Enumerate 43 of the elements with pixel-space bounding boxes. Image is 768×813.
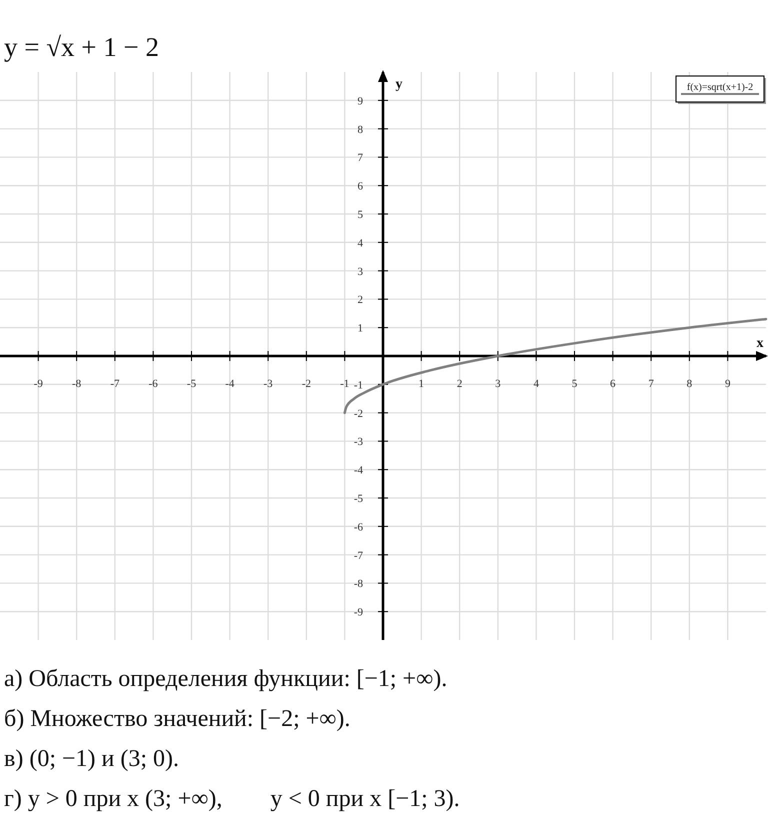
x-tick-label: -2 xyxy=(302,378,311,390)
text: б) Множество значений: [−2; +∞). xyxy=(4,706,350,732)
y-tick-label: 7 xyxy=(358,152,364,164)
y-tick-label: -8 xyxy=(354,578,364,590)
y-tick-label: -3 xyxy=(354,436,364,448)
y-tick-label: 5 xyxy=(358,209,364,221)
x-tick-label: -3 xyxy=(264,378,274,390)
x-tick-label: 8 xyxy=(686,378,693,390)
y-tick-label: -5 xyxy=(354,493,364,505)
y-tick-label: 1 xyxy=(358,322,363,335)
x-tick-label: -8 xyxy=(72,378,82,390)
x-tick-label: -1 xyxy=(340,378,350,390)
x-tick-label: -4 xyxy=(225,378,235,390)
y-tick-label: 8 xyxy=(358,124,364,136)
text: а) Область определения функции: [−1; +∞). xyxy=(4,666,448,692)
chart-title: y = √x + 1 − 2 xyxy=(4,32,159,62)
text: в) (0; −1) и (3; 0). xyxy=(4,746,180,772)
x-tick-label: 1 xyxy=(418,378,424,390)
y-tick-label: -4 xyxy=(354,464,364,477)
y-tick-label: 2 xyxy=(358,294,363,306)
y-axis-title: y xyxy=(396,77,402,92)
x-tick-label: 7 xyxy=(648,378,654,390)
y-tick-label: -9 xyxy=(354,606,364,619)
y-tick-label: -2 xyxy=(354,408,363,420)
text: г) y > 0 при x (3; +∞), y < 0 при x [−1; 3). xyxy=(4,786,460,812)
y-tick-label: -6 xyxy=(354,521,364,534)
x-tick-label: 6 xyxy=(610,378,616,390)
text: f(x)=sqrt(x+1)-2 xyxy=(686,82,754,93)
x-tick-label: -6 xyxy=(148,378,158,390)
y-tick-label: 9 xyxy=(358,95,364,108)
y-tick-label: 4 xyxy=(358,237,364,250)
x-tick-label: 5 xyxy=(572,378,578,390)
x-tick-label: -7 xyxy=(110,378,120,390)
x-tick-label: 3 xyxy=(495,378,502,390)
x-axis-title: x xyxy=(756,336,764,351)
x-tick-label: -9 xyxy=(34,378,44,390)
y-tick-label: -7 xyxy=(354,550,364,562)
x-tick-label: 9 xyxy=(724,378,731,390)
y-tick-label: 3 xyxy=(358,266,364,278)
x-tick-label: 2 xyxy=(456,378,462,390)
x-tick-label: -5 xyxy=(186,378,197,390)
x-tick-label: 4 xyxy=(533,378,540,390)
y-tick-label: 6 xyxy=(358,180,364,193)
